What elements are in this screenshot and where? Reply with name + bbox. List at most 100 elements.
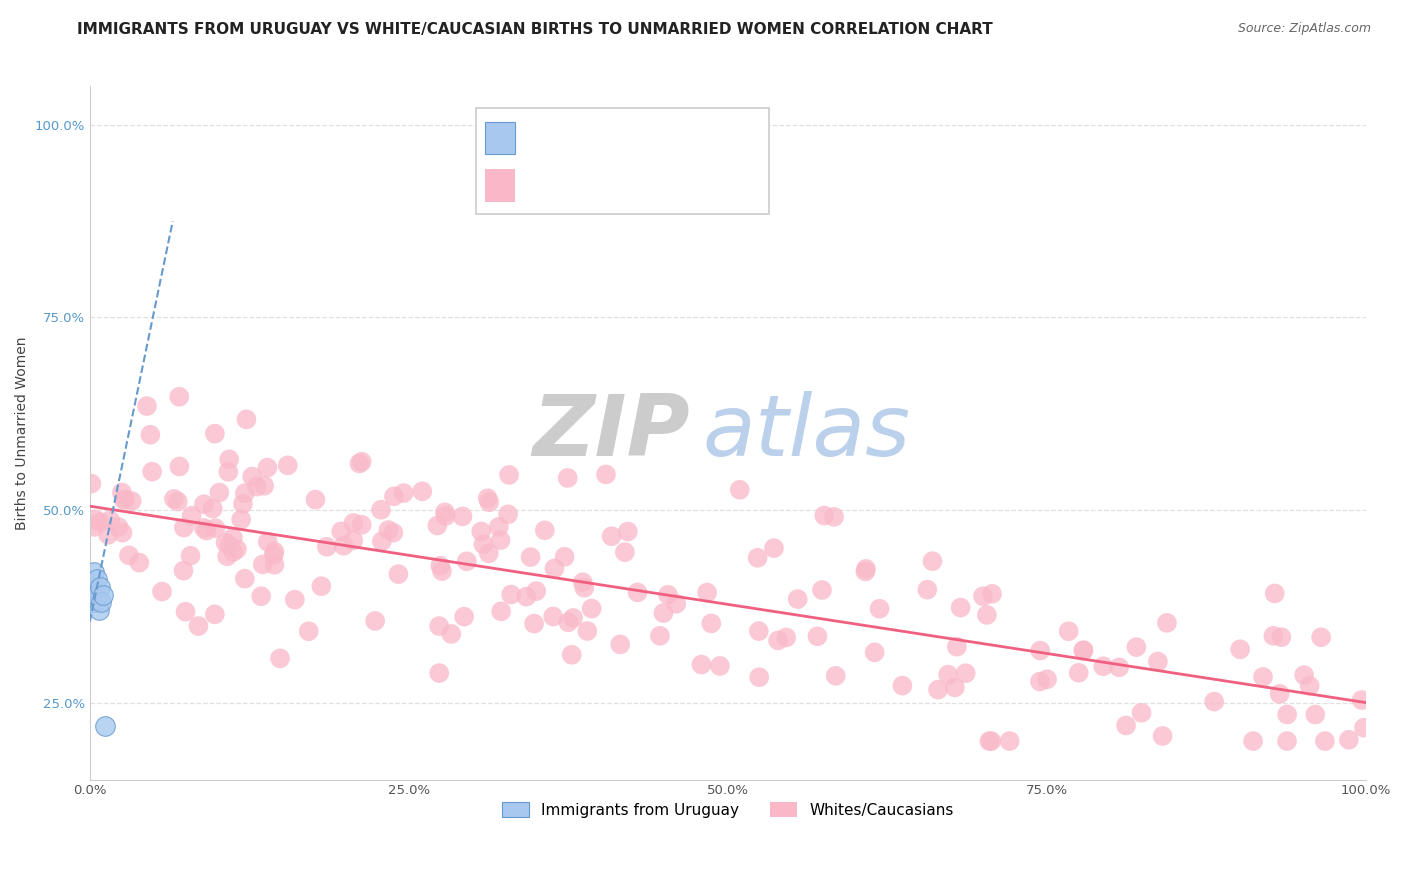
Point [766,633,789,648]
Point [823,509,845,524]
Point [524,584,547,599]
Point [696,585,718,599]
Point [204,521,226,535]
Point [747,550,769,565]
Point [1156,615,1178,630]
Point [195,524,218,538]
Point [456,554,478,568]
Point [451,509,474,524]
Point [169,390,191,404]
Point [233,486,256,500]
Point [949,600,972,615]
Point [472,537,495,551]
Text: Source: ZipAtlas.com: Source: ZipAtlas.com [1237,22,1371,36]
Point [946,640,969,654]
Point [89,580,111,594]
Point [83,520,105,534]
Point [917,582,939,597]
Point [1152,729,1174,743]
Point [1067,665,1090,680]
Legend: Immigrants from Uruguay, Whites/Caucasians: Immigrants from Uruguay, Whites/Caucasia… [495,797,960,824]
Point [311,579,333,593]
Point [515,590,537,604]
Point [371,534,394,549]
Point [141,465,163,479]
Point [86,572,108,586]
Point [382,489,405,503]
Point [217,465,239,479]
Point [700,616,723,631]
Point [342,516,364,530]
Point [83,595,105,609]
Point [166,494,188,508]
Point [263,544,285,558]
Point [163,491,186,506]
Point [80,595,103,609]
Point [187,619,209,633]
Point [173,564,195,578]
Point [139,427,162,442]
Point [1275,707,1298,722]
Point [250,589,273,603]
Point [609,637,631,651]
Point [269,651,291,665]
Point [84,588,107,602]
Point [470,524,492,539]
Point [1108,660,1130,674]
Point [1298,679,1320,693]
Point [728,483,751,497]
Point [350,517,373,532]
Point [863,645,886,659]
Point [1029,674,1052,689]
Point [349,457,371,471]
Point [853,565,876,579]
Point [595,467,617,482]
Point [998,734,1021,748]
Point [1310,630,1333,644]
Point [284,592,307,607]
Point [972,589,994,603]
Point [981,587,1004,601]
Point [488,520,510,534]
Point [453,609,475,624]
Point [430,564,453,578]
Point [201,501,224,516]
Point [426,518,449,533]
Point [709,659,731,673]
Point [226,542,249,557]
Point [1092,659,1115,673]
Point [498,467,520,482]
Point [330,524,353,539]
Point [786,592,808,607]
Point [976,607,998,622]
Point [523,616,546,631]
Point [775,631,797,645]
Point [253,479,276,493]
Point [83,565,105,579]
Point [501,587,523,601]
Point [193,521,215,535]
Point [519,550,541,565]
Point [256,460,278,475]
Point [1270,630,1292,644]
Point [263,548,285,562]
Point [496,508,519,522]
Point [489,533,512,547]
Point [1353,721,1375,735]
Point [648,629,671,643]
Point [277,458,299,473]
Text: atlas: atlas [702,392,910,475]
Point [231,512,253,526]
Point [232,497,254,511]
Point [665,597,688,611]
Point [382,525,405,540]
Point [1125,640,1147,654]
Point [1263,629,1285,643]
Point [980,734,1002,748]
Point [342,533,364,548]
Point [813,508,835,523]
Text: IMMIGRANTS FROM URUGUAY VS WHITE/CAUCASIAN BIRTHS TO UNMARRIED WOMEN CORRELATION: IMMIGRANTS FROM URUGUAY VS WHITE/CAUCASI… [77,22,993,37]
Point [600,529,623,543]
Point [921,554,943,568]
Point [1057,624,1080,639]
